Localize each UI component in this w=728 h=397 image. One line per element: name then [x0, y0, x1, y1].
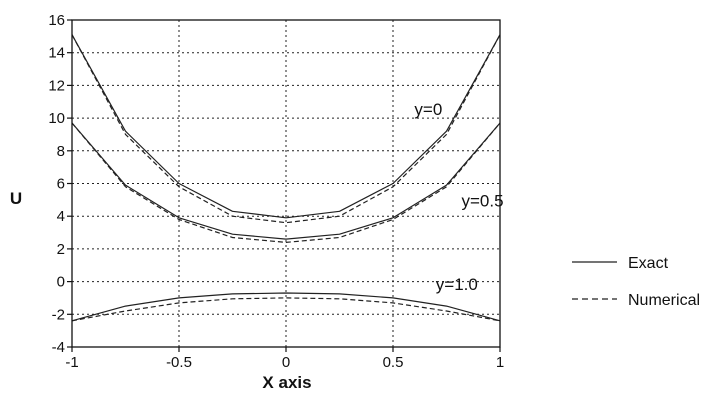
x-tick-label: 0.5	[383, 354, 404, 371]
x-tick-label: -0.5	[166, 354, 192, 371]
series-lines	[71, 34, 501, 322]
legend-label: Numerical	[628, 292, 700, 309]
x-axis-ticks: -1 -0.5 0 0.5 1	[65, 347, 504, 371]
y-tick-label: 12	[48, 77, 65, 94]
y-tick-label: 6	[57, 176, 65, 193]
y-tick-label: -2	[52, 306, 65, 323]
series-line-y-0-solid	[71, 34, 501, 219]
y-tick-label: 14	[48, 45, 65, 62]
y-axis-label: U	[10, 189, 22, 208]
series-line-y-0-5-solid	[71, 122, 501, 240]
y-tick-label: 16	[48, 12, 65, 29]
y-tick-label: 0	[57, 274, 65, 291]
y-tick-label: 10	[48, 110, 65, 127]
legend: Exact Numerical	[572, 255, 700, 309]
legend-label: Exact	[628, 255, 669, 272]
x-tick-label: -1	[65, 354, 78, 371]
series-line-y-0-dashed	[71, 34, 501, 224]
y-tick-label: 8	[57, 143, 65, 160]
series-line-y-1-0-solid	[71, 292, 501, 322]
series-line-y-0-5-dashed	[71, 122, 501, 243]
y-tick-label: -4	[52, 339, 65, 356]
curve-annotation: y=0.5	[461, 191, 503, 210]
y-tick-label: 4	[57, 208, 65, 225]
x-tick-label: 1	[496, 354, 504, 371]
plot-frame	[71, 19, 501, 348]
grid-lines	[72, 20, 500, 347]
x-tick-label: 0	[282, 354, 290, 371]
y-axis-ticks: -4 -2 0 2 4 6 8 10 12 14 16	[48, 12, 72, 356]
y-tick-label: 2	[57, 241, 65, 258]
x-axis-label: X axis	[262, 373, 311, 392]
series-line-y-1-0-dashed	[71, 297, 501, 322]
curve-annotations: y=0 y=0.5 y=1.0	[414, 100, 503, 294]
curve-annotation: y=0	[414, 100, 442, 119]
curve-annotation: y=1.0	[436, 275, 478, 294]
